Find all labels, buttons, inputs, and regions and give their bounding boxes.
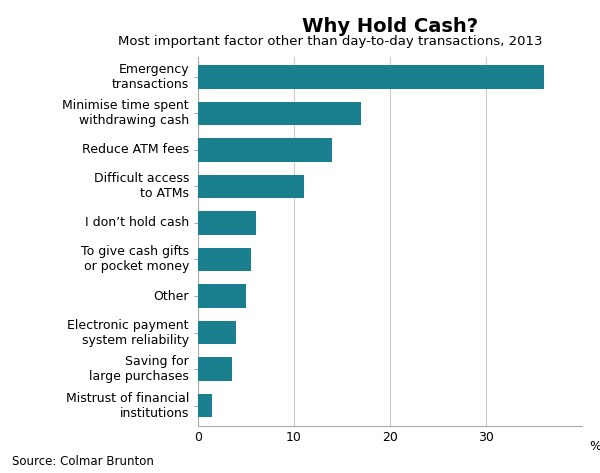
- Text: Most important factor other than day-to-day transactions, 2013: Most important factor other than day-to-…: [118, 35, 542, 48]
- Bar: [198, 175, 304, 198]
- Bar: [198, 284, 246, 308]
- Bar: [198, 357, 232, 381]
- Bar: [198, 248, 251, 272]
- Title: Why Hold Cash?: Why Hold Cash?: [302, 17, 478, 36]
- Bar: [198, 211, 256, 235]
- Bar: [198, 65, 544, 89]
- Bar: [198, 394, 212, 418]
- Bar: [198, 321, 236, 344]
- Bar: [198, 138, 332, 162]
- Text: Source: Colmar Brunton: Source: Colmar Brunton: [12, 455, 154, 468]
- Text: %: %: [590, 440, 600, 454]
- Bar: [198, 102, 361, 125]
